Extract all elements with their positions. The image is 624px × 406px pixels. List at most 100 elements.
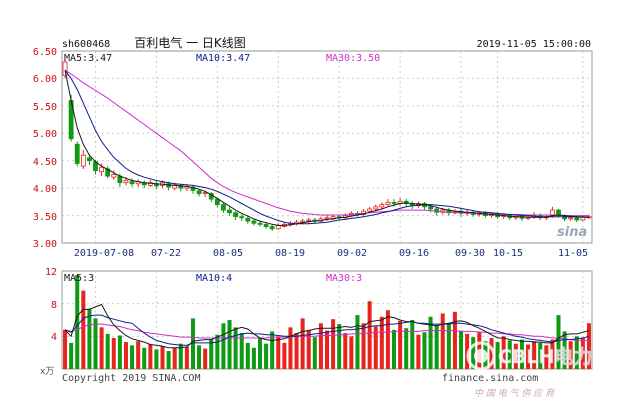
volume-bar-down <box>392 329 397 369</box>
volume-bar-down <box>410 320 415 369</box>
candle-up <box>568 217 574 220</box>
volume-bar-down <box>130 345 135 369</box>
volume-series <box>63 275 591 369</box>
volume-bar-up <box>99 327 104 369</box>
candle-up <box>275 225 281 230</box>
volume-legend-ma10: MA10:4 <box>196 273 232 284</box>
date-tick-label: 08-05 <box>213 248 243 259</box>
volume-bar-up <box>544 345 549 369</box>
volume-bar-up <box>276 336 281 369</box>
volume-bar-down <box>428 316 433 369</box>
volume-bar-down <box>154 349 159 369</box>
date-tick-label: 09-30 <box>455 248 485 259</box>
candle-down <box>233 212 239 218</box>
date-tick-label: 11-05 <box>558 248 588 259</box>
date-tick-label: 09-16 <box>399 248 429 259</box>
volume-bar-up <box>318 323 323 369</box>
volume-bar-down <box>556 315 561 369</box>
volume-bar-down <box>355 315 360 369</box>
volume-bar-down <box>495 342 500 369</box>
date-axis: 2019-07-08 07-22 08-05 08-19 09-02 09-16… <box>74 248 588 259</box>
candle-up <box>202 192 208 195</box>
volume-bar-up <box>465 333 470 369</box>
sina-logo: sina <box>557 225 587 240</box>
volume-bar-down <box>93 318 98 369</box>
brand-name: CBLH电力 <box>498 345 592 368</box>
volume-bar-down <box>422 332 427 369</box>
price-tick-label: 5.00 <box>33 129 57 140</box>
candle-down <box>87 157 92 162</box>
candle-down <box>428 206 433 210</box>
volume-unit: x万 <box>40 367 54 377</box>
candle-up <box>300 220 306 223</box>
chart-title: 百利电气 一 日K线图 <box>134 35 246 50</box>
volume-bar-up <box>184 346 189 369</box>
volume-bar-up <box>324 330 330 369</box>
volume-bar-up <box>111 337 116 369</box>
price-tick-label: 6.00 <box>33 74 57 85</box>
volume-bar-up <box>489 337 494 369</box>
candle-down <box>391 202 397 204</box>
brand-logo-icon <box>466 341 496 371</box>
volume-ma10-line <box>64 314 590 346</box>
volume-bar-down <box>471 337 476 369</box>
volume-bar-down <box>239 333 244 369</box>
candle-down <box>196 190 202 195</box>
volume-bar-down <box>257 337 262 369</box>
brand-tagline: 中 国 电 气 供 应 商 <box>474 388 556 399</box>
candle-down <box>257 222 263 225</box>
volume-axis: 12 8 4 <box>45 267 57 343</box>
chart-datetime: 2019-11-05 15:00:00 <box>477 39 591 50</box>
volume-bar-down <box>337 324 342 369</box>
candle-up <box>324 217 330 220</box>
volume-bar-down <box>574 336 579 369</box>
volume-tick-label: 8 <box>51 300 57 311</box>
volume-bar-up <box>568 341 573 369</box>
volume-bar-up <box>586 323 591 369</box>
volume-bar-down <box>270 331 275 369</box>
volume-legend-ma30: MA30:3 <box>326 273 362 284</box>
volume-bar-up <box>349 336 354 369</box>
volume-bar-down <box>87 308 92 369</box>
volume-bar-down <box>75 275 80 369</box>
volume-bar-up <box>526 344 531 369</box>
legend-ma30: MA30:3.50 <box>326 53 380 64</box>
volume-bar-down <box>538 342 543 369</box>
date-tick-label: 08-19 <box>275 248 305 259</box>
volume-bar-up <box>550 339 555 369</box>
volume-bar-up <box>513 343 518 369</box>
price-series <box>62 59 592 231</box>
brand-logo-dot-icon <box>474 349 488 363</box>
candle-up <box>111 174 117 178</box>
volume-bar-down <box>404 328 409 369</box>
volume-bar-up <box>367 301 372 369</box>
volume-bar-up <box>300 318 305 369</box>
volume-ma5-line <box>64 303 590 349</box>
volume-bar-down <box>221 323 226 369</box>
volume-bar-down <box>142 347 147 369</box>
ma10-line <box>64 69 589 225</box>
price-tick-label: 4.50 <box>33 157 57 168</box>
volume-bar-up <box>160 346 165 369</box>
candle-down <box>239 216 245 219</box>
volume-bar-down <box>251 347 256 369</box>
candle-down <box>263 223 269 227</box>
candle-down <box>245 217 251 222</box>
candle-up <box>123 180 129 184</box>
volume-tick-label: 12 <box>45 267 57 278</box>
volume-bar-up <box>203 348 208 369</box>
volume-bar-down <box>227 320 232 369</box>
copyright: Copyright 2019 SINA.COM <box>62 373 200 384</box>
volume-bar-up <box>501 336 506 369</box>
stock-code: sh600468 <box>62 39 110 50</box>
candle-up <box>147 182 153 186</box>
candle-down <box>227 209 232 214</box>
volume-bar-down <box>434 324 439 369</box>
legend-ma10: MA10:3.47 <box>196 53 250 64</box>
volume-bar-down <box>312 337 317 369</box>
candle-down <box>251 220 257 224</box>
candle-down <box>190 186 196 191</box>
volume-bar-up <box>440 313 445 369</box>
candle-down <box>269 226 275 230</box>
